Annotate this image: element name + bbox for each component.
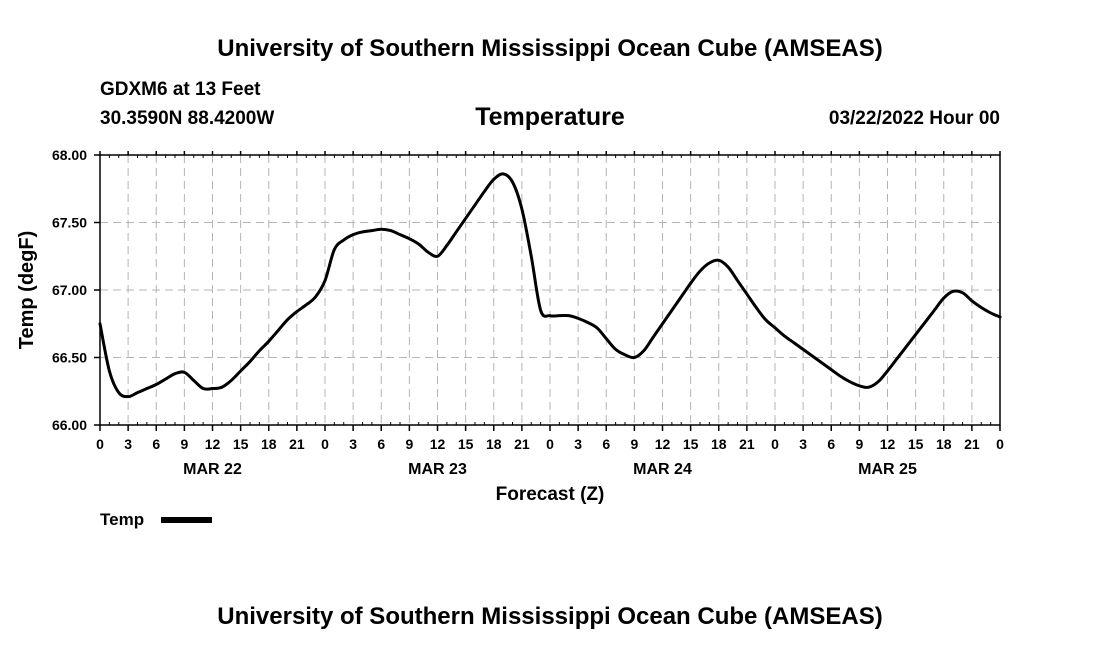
datetime-label: 03/22/2022 Hour 00 [829,108,1000,129]
x-tick-label: 18 [486,436,502,452]
day-label: MAR 24 [633,461,692,478]
footer-title: University of Southern Mississippi Ocean… [217,603,882,630]
x-tick-label: 0 [546,436,554,452]
grid [100,155,1000,425]
x-tick-label: 12 [880,436,896,452]
y-tick-labels: 66.00 66.50 67.00 67.50 68.00 [52,147,87,433]
chart-title: Temperature [475,103,625,131]
x-tick-label: 21 [964,436,980,452]
y-tick-label: 66.50 [52,350,87,366]
x-tick-label: 15 [908,436,924,452]
temp-series-line [98,172,1002,399]
axis-ticks [94,151,1001,431]
x-tick-label: 12 [655,436,671,452]
x-tick-label: 3 [799,436,807,452]
day-label: MAR 25 [858,461,917,478]
x-tick-label: 3 [124,436,132,452]
x-tick-label: 15 [683,436,699,452]
y-tick-label: 67.50 [52,215,87,231]
x-tick-label: 0 [96,436,104,452]
x-tick-label: 6 [377,436,385,452]
x-tick-label: 6 [827,436,835,452]
plot-frame [99,154,1001,426]
page-title: University of Southern Mississippi Ocean… [217,35,882,62]
x-tick-label: 0 [996,436,1004,452]
x-tick-label: 0 [771,436,779,452]
x-tick-label: 12 [205,436,221,452]
legend-swatch [161,517,212,523]
y-tick-label: 66.00 [52,417,87,433]
x-tick-label: 9 [405,436,413,452]
x-tick-label: 18 [711,436,727,452]
station-label: GDXM6 at 13 Feet [100,79,261,100]
x-tick-label: 9 [180,436,188,452]
x-axis-label: Forecast (Z) [496,484,605,505]
day-labels: MAR 22 MAR 23 MAR 24 MAR 25 [183,461,917,478]
day-label: MAR 23 [408,461,467,478]
x-tick-label: 15 [233,436,249,452]
y-axis-label: Temp (degF) [16,231,38,350]
y-tick-label: 68.00 [52,147,87,163]
legend-label: Temp [100,510,144,529]
day-label: MAR 22 [183,461,242,478]
x-tick-label: 6 [152,436,160,452]
location-label: 30.3590N 88.4200W [100,108,274,129]
x-tick-label: 3 [349,436,357,452]
legend: Temp [100,510,212,529]
x-tick-label: 9 [855,436,863,452]
x-tick-label: 0 [321,436,329,452]
x-tick-label: 9 [630,436,638,452]
x-tick-label: 21 [739,436,755,452]
x-tick-labels: 0 3 6 9 12 15 18 21 0 3 6 9 12 15 18 21 0 3 6 9 12 15 18 21 0 3 6 9… [96,436,1004,452]
y-tick-label: 67.00 [52,282,87,298]
x-tick-label: 12 [430,436,446,452]
x-tick-label: 21 [289,436,305,452]
x-tick-label: 18 [936,436,952,452]
x-tick-label: 21 [514,436,530,452]
x-tick-label: 6 [602,436,610,452]
x-tick-label: 15 [458,436,474,452]
x-tick-label: 18 [261,436,277,452]
x-tick-label: 3 [574,436,582,452]
